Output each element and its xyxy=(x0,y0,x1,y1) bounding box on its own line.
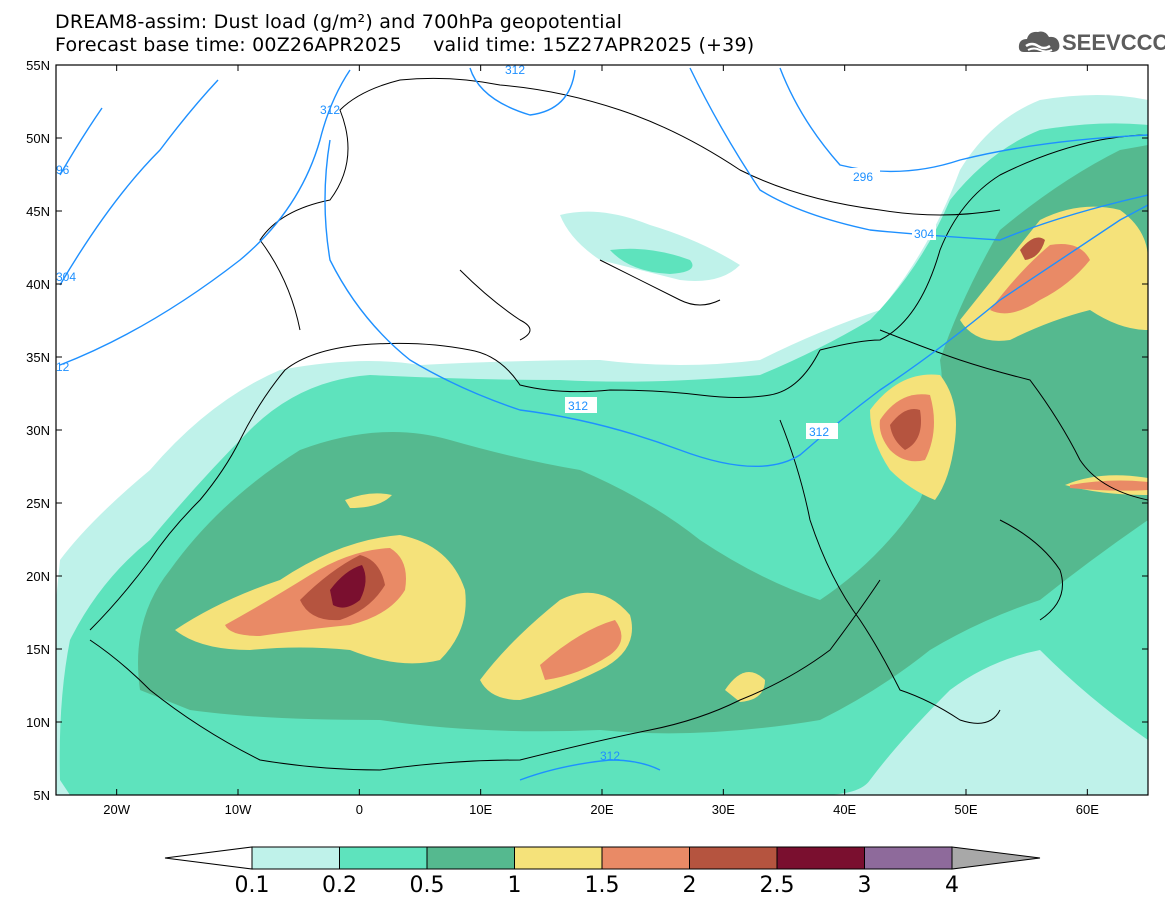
colorbar-under-triangle xyxy=(164,846,253,870)
colorbar-box xyxy=(776,846,865,870)
colorbar-label: 3 xyxy=(858,873,872,898)
lat-label: 5N xyxy=(33,788,50,803)
dust-band-0.2 xyxy=(610,248,693,274)
lon-label: 60E xyxy=(1076,802,1099,817)
colorbar-box xyxy=(689,846,778,870)
lon-label: 10W xyxy=(225,802,252,817)
dust-band-1.5 xyxy=(540,620,622,680)
contour-label: 12 xyxy=(56,360,70,374)
seevccc-logo: SEEVCCC xyxy=(1018,24,1165,60)
contour-label: 312 xyxy=(600,749,620,763)
contour-labels: 312 312 296 304 12 312 312 312 96 304 xyxy=(56,63,936,763)
dust-band-1 xyxy=(480,592,632,700)
coastlines xyxy=(89,77,1148,771)
colorbar-box xyxy=(426,846,515,870)
lon-label: 30E xyxy=(712,802,735,817)
dust-field xyxy=(56,95,1148,795)
latitude-axis: 55N 50N 45N 40N 35N 30N 25N 20N 15N 10N 5N xyxy=(26,58,1148,803)
lon-label: 10E xyxy=(469,802,492,817)
contour-label: 312 xyxy=(568,399,588,413)
contour-label: 312 xyxy=(505,63,525,77)
dust-band-1 xyxy=(345,493,392,508)
colorbar-box xyxy=(601,846,690,870)
longitude-axis: 20W 10W 0 10E 20E 30E 40E 50E 60E xyxy=(103,65,1099,817)
dust-band-0.1 xyxy=(560,211,740,281)
colorbar-box xyxy=(514,846,603,870)
colorbar-label: 2 xyxy=(683,873,697,898)
lat-label: 55N xyxy=(26,58,50,73)
contour-label: 296 xyxy=(853,170,873,184)
lat-label: 45N xyxy=(26,204,50,219)
colorbar-label: 2.5 xyxy=(760,873,795,898)
geopotential-contours xyxy=(59,67,1148,781)
lat-label: 10N xyxy=(26,715,50,730)
lon-label: 0 xyxy=(356,802,363,817)
contour-label: 312 xyxy=(809,425,829,439)
logo-text: SEEVCCC xyxy=(1062,30,1165,55)
lat-label: 30N xyxy=(26,423,50,438)
forecast-time-line: Forecast base time: 00Z26APR2025 valid t… xyxy=(55,34,755,56)
cloud-logo-icon xyxy=(1018,31,1060,53)
lon-label: 50E xyxy=(954,802,977,817)
lat-label: 25N xyxy=(26,496,50,511)
lat-label: 20N xyxy=(26,569,50,584)
colorbar-over-triangle xyxy=(951,846,1041,870)
dust-band-2 xyxy=(1020,237,1045,260)
dust-band-1.5 xyxy=(990,244,1090,314)
dust-band-1 xyxy=(725,672,765,702)
colorbar-box xyxy=(864,846,953,870)
contour-label: 304 xyxy=(56,270,76,284)
contour-label: 312 xyxy=(320,103,340,117)
lon-label: 40E xyxy=(833,802,856,817)
contour-label: 304 xyxy=(914,227,934,241)
map-title: DREAM8-assim: Dust load (g/m²) and 700hP… xyxy=(55,11,623,33)
colorbar-label: 1.5 xyxy=(585,873,620,898)
contour-label: 96 xyxy=(56,163,70,177)
colorbar-label: 1 xyxy=(508,873,522,898)
colorbar-label: 0.5 xyxy=(410,873,445,898)
lon-label: 20W xyxy=(103,802,130,817)
dust-band-2 xyxy=(890,409,921,450)
lat-label: 50N xyxy=(26,131,50,146)
colorbar-label: 4 xyxy=(945,873,959,898)
colorbar-label: 0.1 xyxy=(235,873,270,898)
colorbar-box xyxy=(251,846,340,870)
lat-label: 40N xyxy=(26,277,50,292)
lon-label: 20E xyxy=(590,802,613,817)
dust-band-2.5 xyxy=(330,565,366,608)
colorbar-box xyxy=(339,846,428,870)
lat-label: 35N xyxy=(26,350,50,365)
colorbar-label: 0.2 xyxy=(322,873,357,898)
lat-label: 15N xyxy=(26,642,50,657)
